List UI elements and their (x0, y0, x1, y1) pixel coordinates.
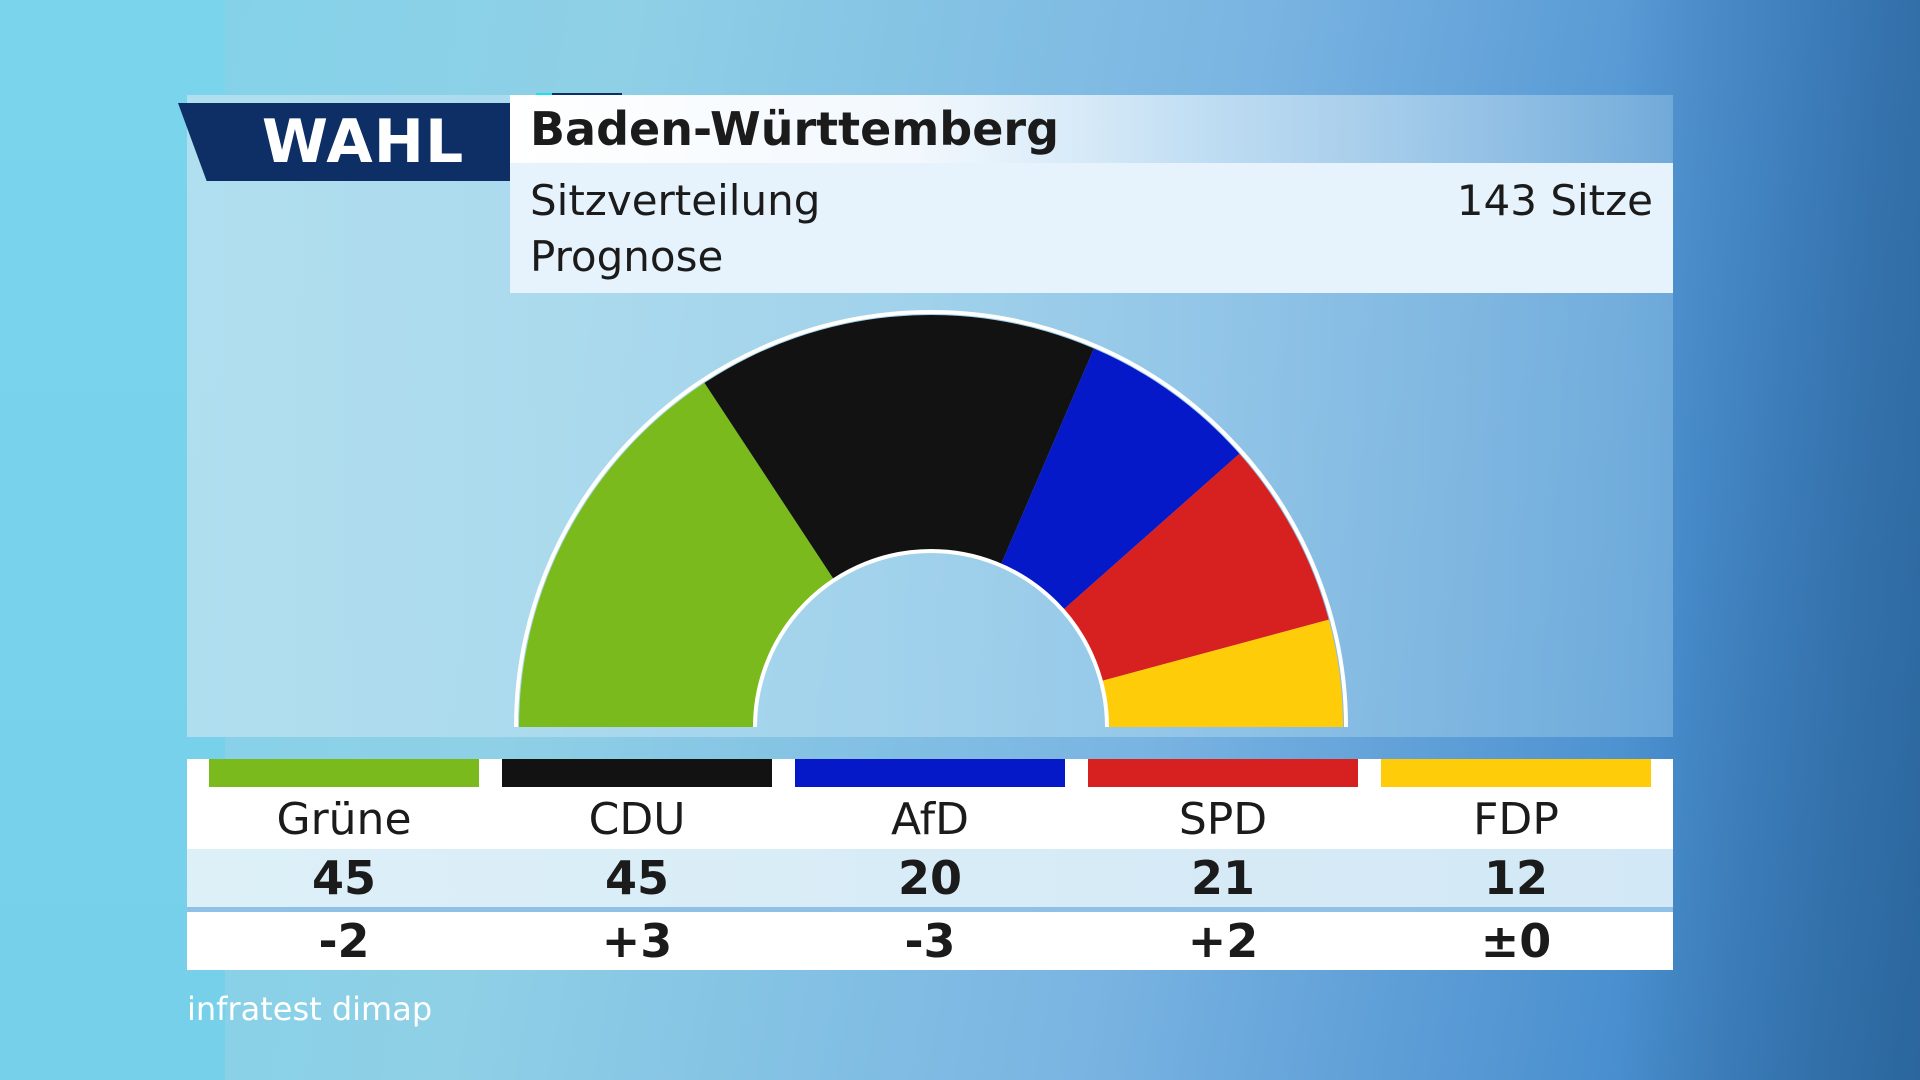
party-change-3: +2 (1187, 914, 1259, 968)
seats-row: 45 45 20 21 12 (187, 849, 1673, 912)
results-table: Grüne CDU AfD SPD FDP 45 45 20 21 12 -2 +3 -3 +2 ±0 (187, 759, 1673, 970)
party-swatch-4 (1381, 759, 1651, 787)
subtitle-forecast: Prognose (530, 232, 724, 281)
party-change-1: +3 (601, 914, 673, 968)
party-change-2: -3 (904, 914, 956, 968)
parliament-segment-4 (1100, 619, 1343, 727)
page-title: Baden-Württemberg (530, 102, 1060, 156)
party-name-0: Grüne (276, 794, 412, 845)
total-seats: 143 Sitze (1456, 176, 1653, 225)
subtitle-seat-distribution: Sitzverteilung (530, 176, 821, 225)
parliament-segment-3 (1062, 453, 1329, 682)
party-seats-4: 12 (1483, 851, 1548, 905)
title-bar: Baden-Württemberg (510, 95, 1673, 163)
party-name-4: FDP (1473, 794, 1559, 845)
parliament-inner-rim (753, 549, 1109, 728)
parliament-segment-2 (1000, 348, 1240, 611)
party-seats-3: 21 (1190, 851, 1255, 905)
party-change-0: -2 (318, 914, 370, 968)
party-name-2: AfD (891, 794, 969, 845)
party-name-1: CDU (588, 794, 686, 845)
parliament-segment-1 (704, 315, 1094, 580)
party-seats-0: 45 (311, 851, 376, 905)
source-label: infratest dimap (187, 990, 433, 1028)
party-swatch-3 (1088, 759, 1358, 787)
party-change-4: ±0 (1480, 914, 1552, 968)
parliament-outer-rim (514, 310, 1348, 728)
logo-wahl-text: WAHL (178, 103, 536, 181)
party-swatch-2 (795, 759, 1065, 787)
subtitle-box: Sitzverteilung Prognose 143 Sitze (510, 163, 1673, 293)
party-seats-2: 20 (897, 851, 962, 905)
party-name-3: SPD (1178, 794, 1268, 845)
party-swatch-0 (209, 759, 479, 787)
party-names-row: Grüne CDU AfD SPD FDP (187, 759, 1673, 849)
parliament-segment-0 (519, 382, 835, 727)
party-swatch-1 (502, 759, 772, 787)
seat-change-row: -2 +3 -3 +2 ±0 (187, 912, 1673, 970)
party-seats-1: 45 (604, 851, 669, 905)
